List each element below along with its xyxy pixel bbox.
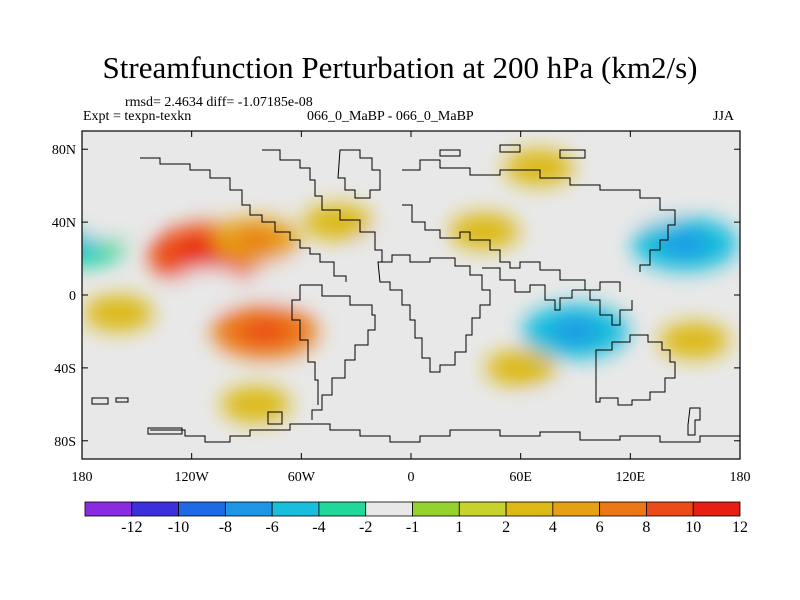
colorbar-swatch bbox=[84, 501, 133, 517]
colorbar-label: 4 bbox=[549, 519, 557, 536]
colorbar-label: -4 bbox=[312, 519, 325, 536]
coastline-antarctica bbox=[150, 423, 740, 443]
colorbar-label: 6 bbox=[596, 519, 604, 536]
colorbar-label: 8 bbox=[642, 519, 650, 536]
colorbar-swatch bbox=[646, 501, 694, 517]
chart-title: Streamfunction Perturbation at 200 hPa (… bbox=[102, 50, 698, 85]
field-anomaly-core-6 bbox=[661, 231, 710, 257]
coastline-southeast-asia bbox=[572, 289, 633, 326]
y-tick-label: 40S bbox=[54, 362, 76, 377]
y-tick-label: 40N bbox=[52, 216, 76, 231]
field-anomaly-1 bbox=[82, 203, 145, 241]
colorbar-swatch bbox=[692, 501, 741, 517]
field-anomaly-17 bbox=[522, 395, 593, 432]
colorbar-swatch bbox=[365, 501, 413, 517]
field-anomaly-4 bbox=[302, 203, 373, 241]
colorbar-label: -1 bbox=[406, 519, 419, 536]
field-anomaly-core-14 bbox=[240, 319, 289, 344]
field-anomaly-9 bbox=[503, 149, 574, 186]
x-tick-label: 120E bbox=[616, 470, 646, 485]
experiment-label: Expt = texpn-texkn bbox=[83, 109, 192, 124]
colorbar-label: 10 bbox=[685, 519, 701, 536]
colorbar-label: 12 bbox=[732, 519, 748, 536]
coastline-layer bbox=[91, 144, 740, 443]
colorbar-label: -6 bbox=[265, 519, 278, 536]
colorbar-label: -10 bbox=[168, 519, 189, 536]
field-anomaly-16 bbox=[659, 322, 730, 359]
colorbar-swatch bbox=[505, 501, 554, 517]
field-anomaly-10 bbox=[174, 267, 245, 305]
y-tick-label: 80N bbox=[52, 143, 76, 158]
field-anomaly-core-15 bbox=[551, 319, 600, 344]
coastline-eurasia bbox=[402, 159, 676, 272]
colorbar-swatch bbox=[552, 501, 601, 517]
colorbar-swatch bbox=[412, 501, 460, 517]
season-label: JJA bbox=[713, 109, 735, 124]
coastline-south-america-west bbox=[291, 285, 319, 405]
y-tick-label: 80S bbox=[54, 435, 76, 450]
field-anomaly-5 bbox=[449, 212, 520, 250]
colorbar-swatch bbox=[318, 501, 367, 517]
colorbar-label: -8 bbox=[219, 519, 232, 536]
x-tick-label: 180 bbox=[72, 470, 93, 485]
x-tick-label: 60W bbox=[288, 470, 316, 485]
case-label: 066_0_MaBP - 066_0_MaBP bbox=[307, 109, 474, 124]
colorbar-label: 2 bbox=[502, 519, 510, 536]
field-anomaly-8 bbox=[101, 158, 172, 195]
field-anomaly-11 bbox=[248, 262, 319, 299]
coastline-europe-south bbox=[402, 204, 621, 292]
field-layer bbox=[82, 131, 740, 459]
coastline-new-zealand bbox=[687, 407, 701, 436]
colorbar-swatch bbox=[131, 501, 179, 517]
field-anomaly-13 bbox=[83, 294, 154, 332]
y-tick-label: 0 bbox=[69, 289, 76, 304]
field-anomaly-18 bbox=[220, 385, 291, 423]
coastline-north-america-east bbox=[262, 149, 383, 262]
field-anomaly-core-3 bbox=[235, 230, 276, 251]
coastline-australia bbox=[595, 334, 676, 406]
colorbar-swatch bbox=[458, 501, 507, 517]
x-tick-label: 180 bbox=[730, 470, 751, 485]
colorbar-swatch bbox=[599, 501, 647, 517]
stats-label: rmsd= 2.4634 diff= -1.07185e-08 bbox=[125, 95, 313, 110]
axes-layer: 180 120W 60W 0 60E 120E 180 80N 40N 0 40S 80S bbox=[52, 131, 751, 485]
colorbar-label: -12 bbox=[121, 519, 142, 536]
coastline-africa bbox=[377, 254, 491, 373]
coastline-arabia-india bbox=[482, 267, 573, 311]
coastline-antarctic-islands bbox=[91, 397, 283, 435]
field-anomaly-19 bbox=[485, 349, 556, 387]
field-anomaly-7 bbox=[613, 185, 684, 223]
colorbar-swatch bbox=[178, 501, 226, 517]
x-tick-label: 60E bbox=[509, 470, 532, 485]
colorbar-swatch bbox=[224, 501, 273, 517]
x-tick-label: 0 bbox=[408, 470, 415, 485]
coastline-south-america bbox=[300, 284, 376, 420]
colorbar-label: 1 bbox=[455, 519, 463, 536]
x-tick-label: 120W bbox=[175, 470, 210, 485]
coastline-arctic-islands bbox=[439, 144, 586, 159]
coastline-greenland bbox=[337, 149, 381, 199]
coastline-north-america bbox=[140, 157, 347, 282]
colorbar-swatch bbox=[271, 501, 320, 517]
colorbar-label: -2 bbox=[359, 519, 372, 536]
colorbar: -12 -10 -8 -6 -4 -2 -1 1 2 4 6 8 10 12 bbox=[84, 501, 748, 536]
